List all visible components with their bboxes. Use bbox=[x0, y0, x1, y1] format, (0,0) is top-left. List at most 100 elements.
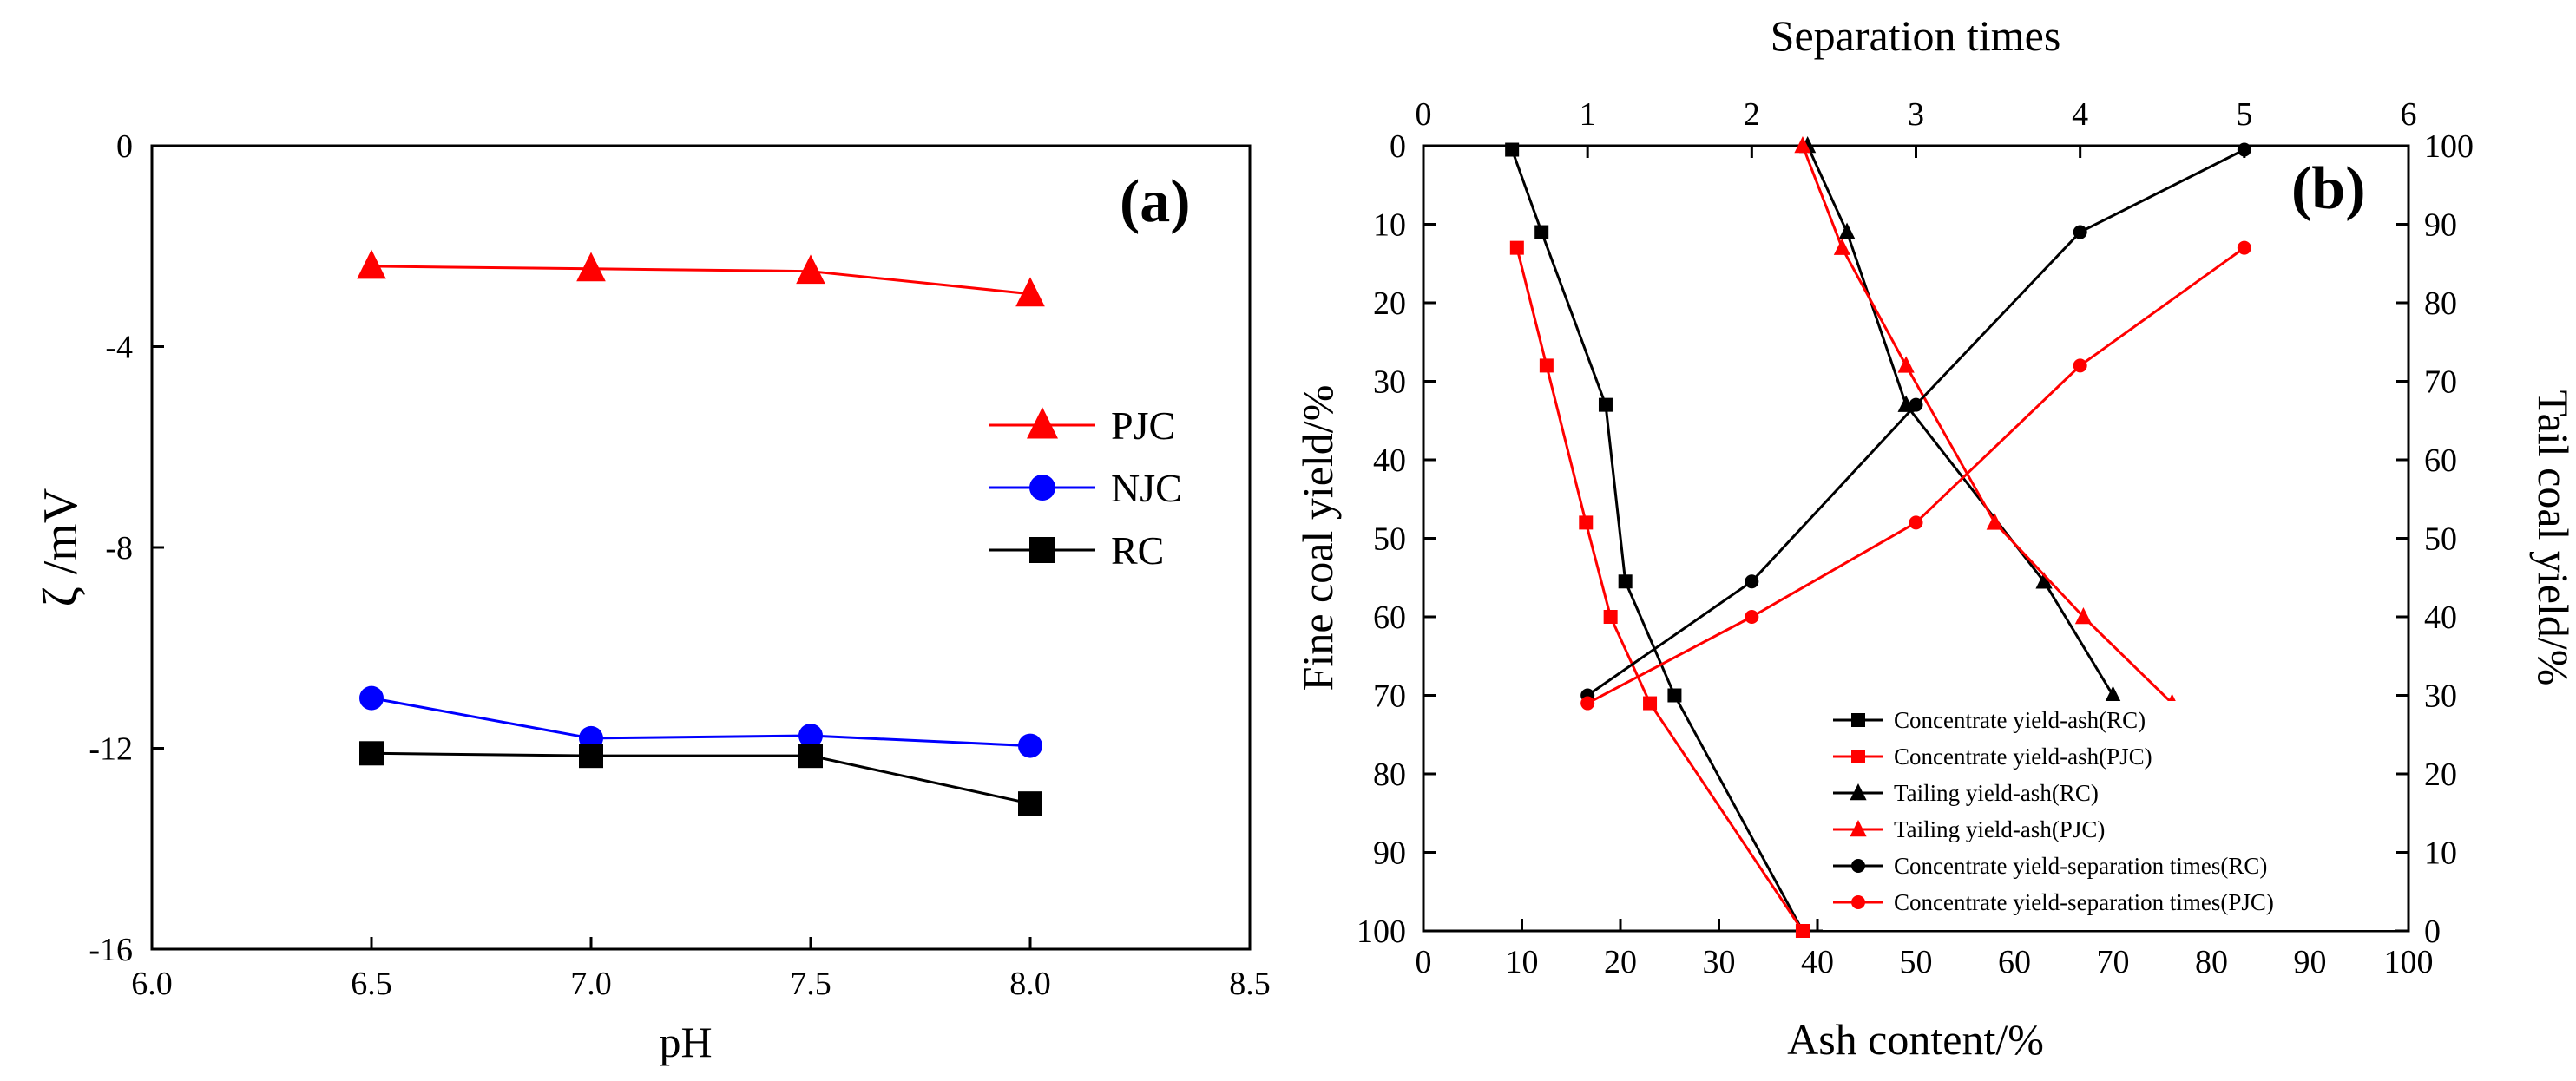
data-point-concentrate-yield-ash-rc bbox=[1505, 142, 1520, 157]
y2-tick-label-b: 40 bbox=[2424, 599, 2457, 636]
y-tick-label-b: 40 bbox=[1373, 442, 1406, 479]
y-tick-label-a: 0 bbox=[116, 128, 133, 165]
data-point-concentrate-yield-separation-times-rc bbox=[1909, 397, 1923, 412]
y-tick-label-b: 100 bbox=[1357, 914, 1406, 950]
data-point-tailing-yield-ash-pjc bbox=[1833, 238, 1850, 255]
legend-label-concentrate-yield-ash-pjc: Concentrate yield-ash(PJC) bbox=[1894, 744, 2152, 770]
data-point-concentrate-yield-separation-times-pjc bbox=[1909, 515, 1923, 530]
data-point-concentrate-yield-ash-rc bbox=[1618, 574, 1633, 589]
y2-tick-label-b: 100 bbox=[2424, 128, 2474, 165]
series-line-pjc bbox=[371, 265, 1031, 296]
data-point-concentrate-yield-ash-rc bbox=[1667, 688, 1682, 703]
y2-tick-label-b: 70 bbox=[2424, 364, 2457, 401]
data-point-concentrate-yield-ash-pjc bbox=[1579, 515, 1594, 530]
x2-tick-label-b: 2 bbox=[1744, 96, 1760, 133]
legend-marker-pjc bbox=[1027, 407, 1058, 439]
data-point-tailing-yield-ash-pjc bbox=[2074, 606, 2093, 625]
data-point-tailing-yield-ash-pjc bbox=[1794, 135, 1811, 154]
series-line-concentrate-yield-ash-pjc bbox=[1515, 247, 1804, 932]
x-tick-label-a: 8.0 bbox=[1009, 966, 1051, 1002]
data-point-concentrate-yield-separation-times-rc bbox=[1745, 574, 1759, 589]
series-line-concentrate-yield-separation-times-pjc bbox=[1587, 246, 2245, 704]
legend-label-pjc: PJC bbox=[1111, 403, 1175, 448]
x2-tick-label-b: 0 bbox=[1416, 96, 1432, 133]
x-axis-label-b: Ash content/% bbox=[1787, 1015, 2044, 1064]
series-line-njc bbox=[371, 697, 1031, 748]
x-tick-label-b: 20 bbox=[1604, 944, 1637, 980]
data-point-tailing-yield-ash-pjc bbox=[1897, 356, 1915, 373]
data-point-concentrate-yield-separation-times-pjc bbox=[2073, 358, 2087, 373]
data-point-concentrate-yield-separation-times-pjc bbox=[2237, 240, 2251, 255]
data-point-concentrate-yield-separation-times-pjc bbox=[1745, 610, 1759, 624]
panel-label-b: (b) bbox=[2291, 155, 2366, 222]
legend-marker-njc bbox=[1029, 475, 1055, 501]
data-point-pjc bbox=[357, 249, 386, 279]
x-tick-label-b: 100 bbox=[2384, 944, 2434, 980]
x-tick-label-b: 0 bbox=[1416, 944, 1432, 980]
x2-axis-label-b: Separation times bbox=[1771, 11, 2061, 60]
x-tick-label-a: 6.0 bbox=[131, 966, 173, 1002]
legend-marker-rc bbox=[1029, 537, 1055, 563]
x-tick-label-a: 7.5 bbox=[790, 966, 831, 1002]
data-point-rc bbox=[579, 744, 603, 769]
x-tick-label-a: 7.0 bbox=[570, 966, 612, 1002]
data-point-tailing-yield-ash-rc bbox=[2104, 685, 2122, 703]
data-point-concentrate-yield-ash-pjc bbox=[1539, 358, 1554, 373]
y2-tick-label-b: 20 bbox=[2424, 757, 2457, 793]
legend-marker-concentrate-yield-ash-pjc bbox=[1851, 750, 1865, 763]
data-point-concentrate-yield-ash-rc bbox=[1598, 397, 1613, 412]
data-point-concentrate-yield-ash-pjc bbox=[1795, 924, 1810, 938]
legend-label-concentrate-yield-separation-times-rc: Concentrate yield-separation times(RC) bbox=[1894, 853, 2267, 879]
y2-tick-label-b: 50 bbox=[2424, 521, 2457, 558]
x-tick-label-b: 70 bbox=[2097, 944, 2130, 980]
x2-tick-label-b: 1 bbox=[1580, 96, 1596, 133]
x-axis-label-a: pH bbox=[659, 1018, 712, 1066]
data-point-concentrate-yield-separation-times-rc bbox=[2073, 225, 2087, 239]
data-point-pjc bbox=[576, 252, 606, 282]
data-point-concentrate-yield-ash-rc bbox=[1534, 225, 1549, 239]
y-tick-label-b: 30 bbox=[1373, 364, 1406, 401]
series-line-concentrate-yield-separation-times-rc bbox=[1587, 148, 2245, 697]
legend-marker-concentrate-yield-ash-rc bbox=[1851, 713, 1865, 727]
data-point-concentrate-yield-separation-times-pjc bbox=[1580, 696, 1595, 711]
x-tick-label-b: 40 bbox=[1801, 944, 1834, 980]
data-point-concentrate-yield-ash-pjc bbox=[1603, 610, 1618, 624]
plot-frame-a bbox=[150, 144, 1252, 951]
x2-tick-label-b: 6 bbox=[2401, 96, 2417, 133]
legend-marker-concentrate-yield-separation-times-rc bbox=[1851, 859, 1865, 873]
x2-tick-label-b: 3 bbox=[1908, 96, 1924, 133]
series-line-rc bbox=[371, 751, 1031, 805]
y-axis-label-a: ζ /mV bbox=[34, 488, 88, 607]
x-tick-label-a: 6.5 bbox=[351, 966, 392, 1002]
series-line-tailing-yield-ash-rc bbox=[1806, 145, 2114, 697]
y-tick-label-a: -16 bbox=[89, 932, 133, 968]
legend-marker-concentrate-yield-separation-times-pjc bbox=[1851, 895, 1865, 909]
data-point-rc bbox=[1018, 791, 1042, 816]
x-tick-label-b: 50 bbox=[1900, 944, 1933, 980]
y2-tick-label-b: 90 bbox=[2424, 207, 2457, 244]
data-point-pjc bbox=[1015, 277, 1045, 307]
data-point-pjc bbox=[796, 254, 825, 285]
y-tick-label-b: 60 bbox=[1373, 599, 1406, 636]
y-tick-label-a: -8 bbox=[105, 530, 133, 567]
x-tick-label-b: 90 bbox=[2294, 944, 2327, 980]
y-tick-label-b: 50 bbox=[1373, 521, 1406, 558]
y-tick-label-b: 20 bbox=[1373, 285, 1406, 322]
y2-tick-label-b: 0 bbox=[2424, 914, 2441, 950]
y2-tick-label-b: 60 bbox=[2424, 442, 2457, 479]
y2-axis-label-b: Tail coal yield/% bbox=[2529, 390, 2576, 686]
x-tick-label-b: 10 bbox=[1506, 944, 1539, 980]
data-point-rc bbox=[798, 744, 823, 769]
data-point-tailing-yield-ash-pjc bbox=[1986, 513, 2003, 530]
y-tick-label-b: 0 bbox=[1390, 128, 1406, 165]
legend-label-tailing-yield-ash-rc: Tailing yield-ash(RC) bbox=[1894, 780, 2099, 806]
x-tick-label-a: 8.5 bbox=[1229, 966, 1271, 1002]
data-point-concentrate-yield-ash-pjc bbox=[1643, 696, 1658, 711]
y2-tick-label-b: 80 bbox=[2424, 285, 2457, 322]
series-line-tailing-yield-ash-pjc bbox=[1801, 145, 2173, 704]
legend-label-tailing-yield-ash-pjc: Tailing yield-ash(PJC) bbox=[1894, 816, 2105, 842]
data-point-concentrate-yield-ash-pjc bbox=[1509, 240, 1524, 255]
legend-marker-tailing-yield-ash-pjc bbox=[1850, 819, 1867, 837]
x-tick-label-b: 80 bbox=[2195, 944, 2228, 980]
